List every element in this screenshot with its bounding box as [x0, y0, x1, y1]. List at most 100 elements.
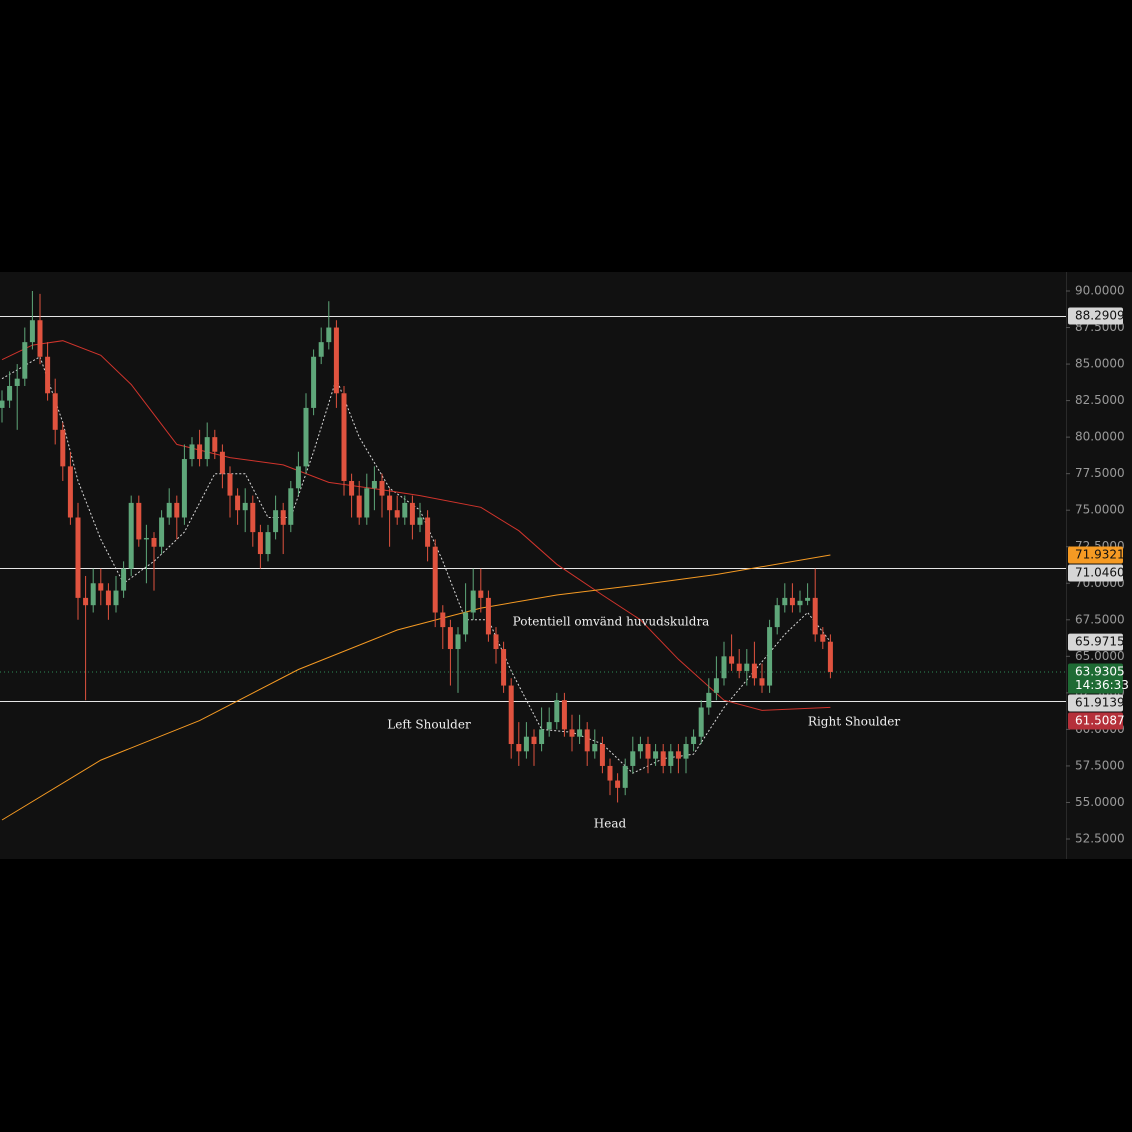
candle-body: [759, 678, 765, 686]
candle: [402, 495, 408, 525]
candle: [607, 758, 613, 796]
candle: [166, 488, 172, 525]
candle-body: [227, 473, 233, 496]
candle: [128, 495, 134, 576]
candle-body: [257, 532, 263, 555]
candle-body: [432, 546, 438, 613]
candle-body: [181, 459, 187, 518]
candle: [219, 444, 225, 489]
candle-body: [485, 597, 491, 635]
candle: [592, 729, 598, 759]
candle-body: [311, 356, 317, 408]
candle: [29, 290, 35, 350]
price-label-box: [1068, 564, 1123, 582]
candle-body: [98, 583, 104, 591]
candle-body: [67, 466, 73, 518]
price-label: 65.9715: [1075, 635, 1125, 649]
candle-body: [516, 744, 522, 752]
candle: [805, 583, 811, 606]
candle-body: [189, 444, 195, 460]
candle: [470, 568, 476, 620]
candle: [52, 378, 58, 445]
candle: [295, 451, 301, 496]
candle: [181, 444, 187, 525]
candle-body: [577, 729, 583, 737]
candle: [83, 575, 89, 701]
candle-body: [827, 641, 833, 672]
candle: [425, 510, 431, 562]
candle: [569, 714, 575, 752]
candle: [136, 495, 142, 547]
candle-body: [379, 480, 385, 496]
candle-body: [569, 729, 575, 737]
candle: [98, 568, 104, 606]
candle: [759, 663, 765, 693]
candle: [409, 495, 415, 540]
price-label: 61.9139: [1075, 695, 1125, 709]
candle: [0, 390, 5, 423]
candle: [736, 649, 742, 679]
candle-body: [698, 707, 704, 737]
candle: [417, 502, 423, 533]
candle: [143, 524, 149, 584]
candle-body: [622, 765, 628, 788]
candle: [364, 473, 370, 525]
y-tick-label: 82.5000: [1075, 393, 1125, 407]
candle: [212, 429, 218, 460]
candle-body: [645, 744, 651, 759]
candle: [820, 627, 826, 650]
candle-body: [615, 780, 621, 788]
candle: [394, 495, 400, 525]
candle: [189, 437, 195, 467]
candle: [812, 568, 818, 642]
candle-body: [280, 510, 286, 525]
candle: [630, 736, 636, 774]
candle: [204, 422, 210, 467]
price-label: 88.2909: [1075, 308, 1125, 322]
candle: [622, 758, 628, 796]
candle: [341, 385, 347, 496]
candle: [463, 583, 469, 642]
candle-body: [508, 685, 514, 745]
candle-body: [212, 437, 218, 452]
candle-body: [37, 320, 43, 357]
candle: [242, 488, 248, 533]
candle: [508, 678, 514, 759]
candle-body: [675, 751, 681, 759]
y-tick-label: 90.0000: [1075, 283, 1125, 297]
candle: [561, 692, 567, 737]
candle-body: [721, 656, 727, 679]
candle: [280, 502, 286, 555]
candle: [721, 641, 727, 686]
price-countdown: 14:36:33: [1075, 678, 1129, 692]
candle-body: [637, 744, 643, 752]
candle: [501, 641, 507, 693]
candle-body: [166, 502, 172, 518]
candle-body: [265, 532, 271, 555]
candle-body: [592, 744, 598, 752]
candle-body: [121, 568, 127, 591]
candle-body: [523, 736, 529, 752]
y-tick-label: 65.0000: [1075, 649, 1125, 663]
candle-body: [744, 663, 750, 671]
candle-body: [660, 751, 666, 766]
candle: [660, 744, 666, 774]
price-label: 61.5087: [1075, 713, 1125, 727]
candle-body: [584, 729, 590, 752]
candle-body: [561, 700, 567, 730]
candle-body: [820, 634, 826, 642]
candle: [22, 327, 28, 386]
y-tick-label: 75.0000: [1075, 503, 1125, 517]
y-tick-label: 55.0000: [1075, 795, 1125, 809]
candle: [599, 736, 605, 774]
candle: [151, 532, 157, 591]
candle-body: [539, 729, 545, 745]
y-tick-label: 85.0000: [1075, 357, 1125, 371]
candle-body: [470, 590, 476, 613]
candle: [668, 744, 674, 774]
candle: [698, 700, 704, 745]
candle-body: [364, 488, 370, 518]
candle: [584, 722, 590, 766]
candle: [637, 736, 643, 759]
candle: [546, 707, 552, 737]
